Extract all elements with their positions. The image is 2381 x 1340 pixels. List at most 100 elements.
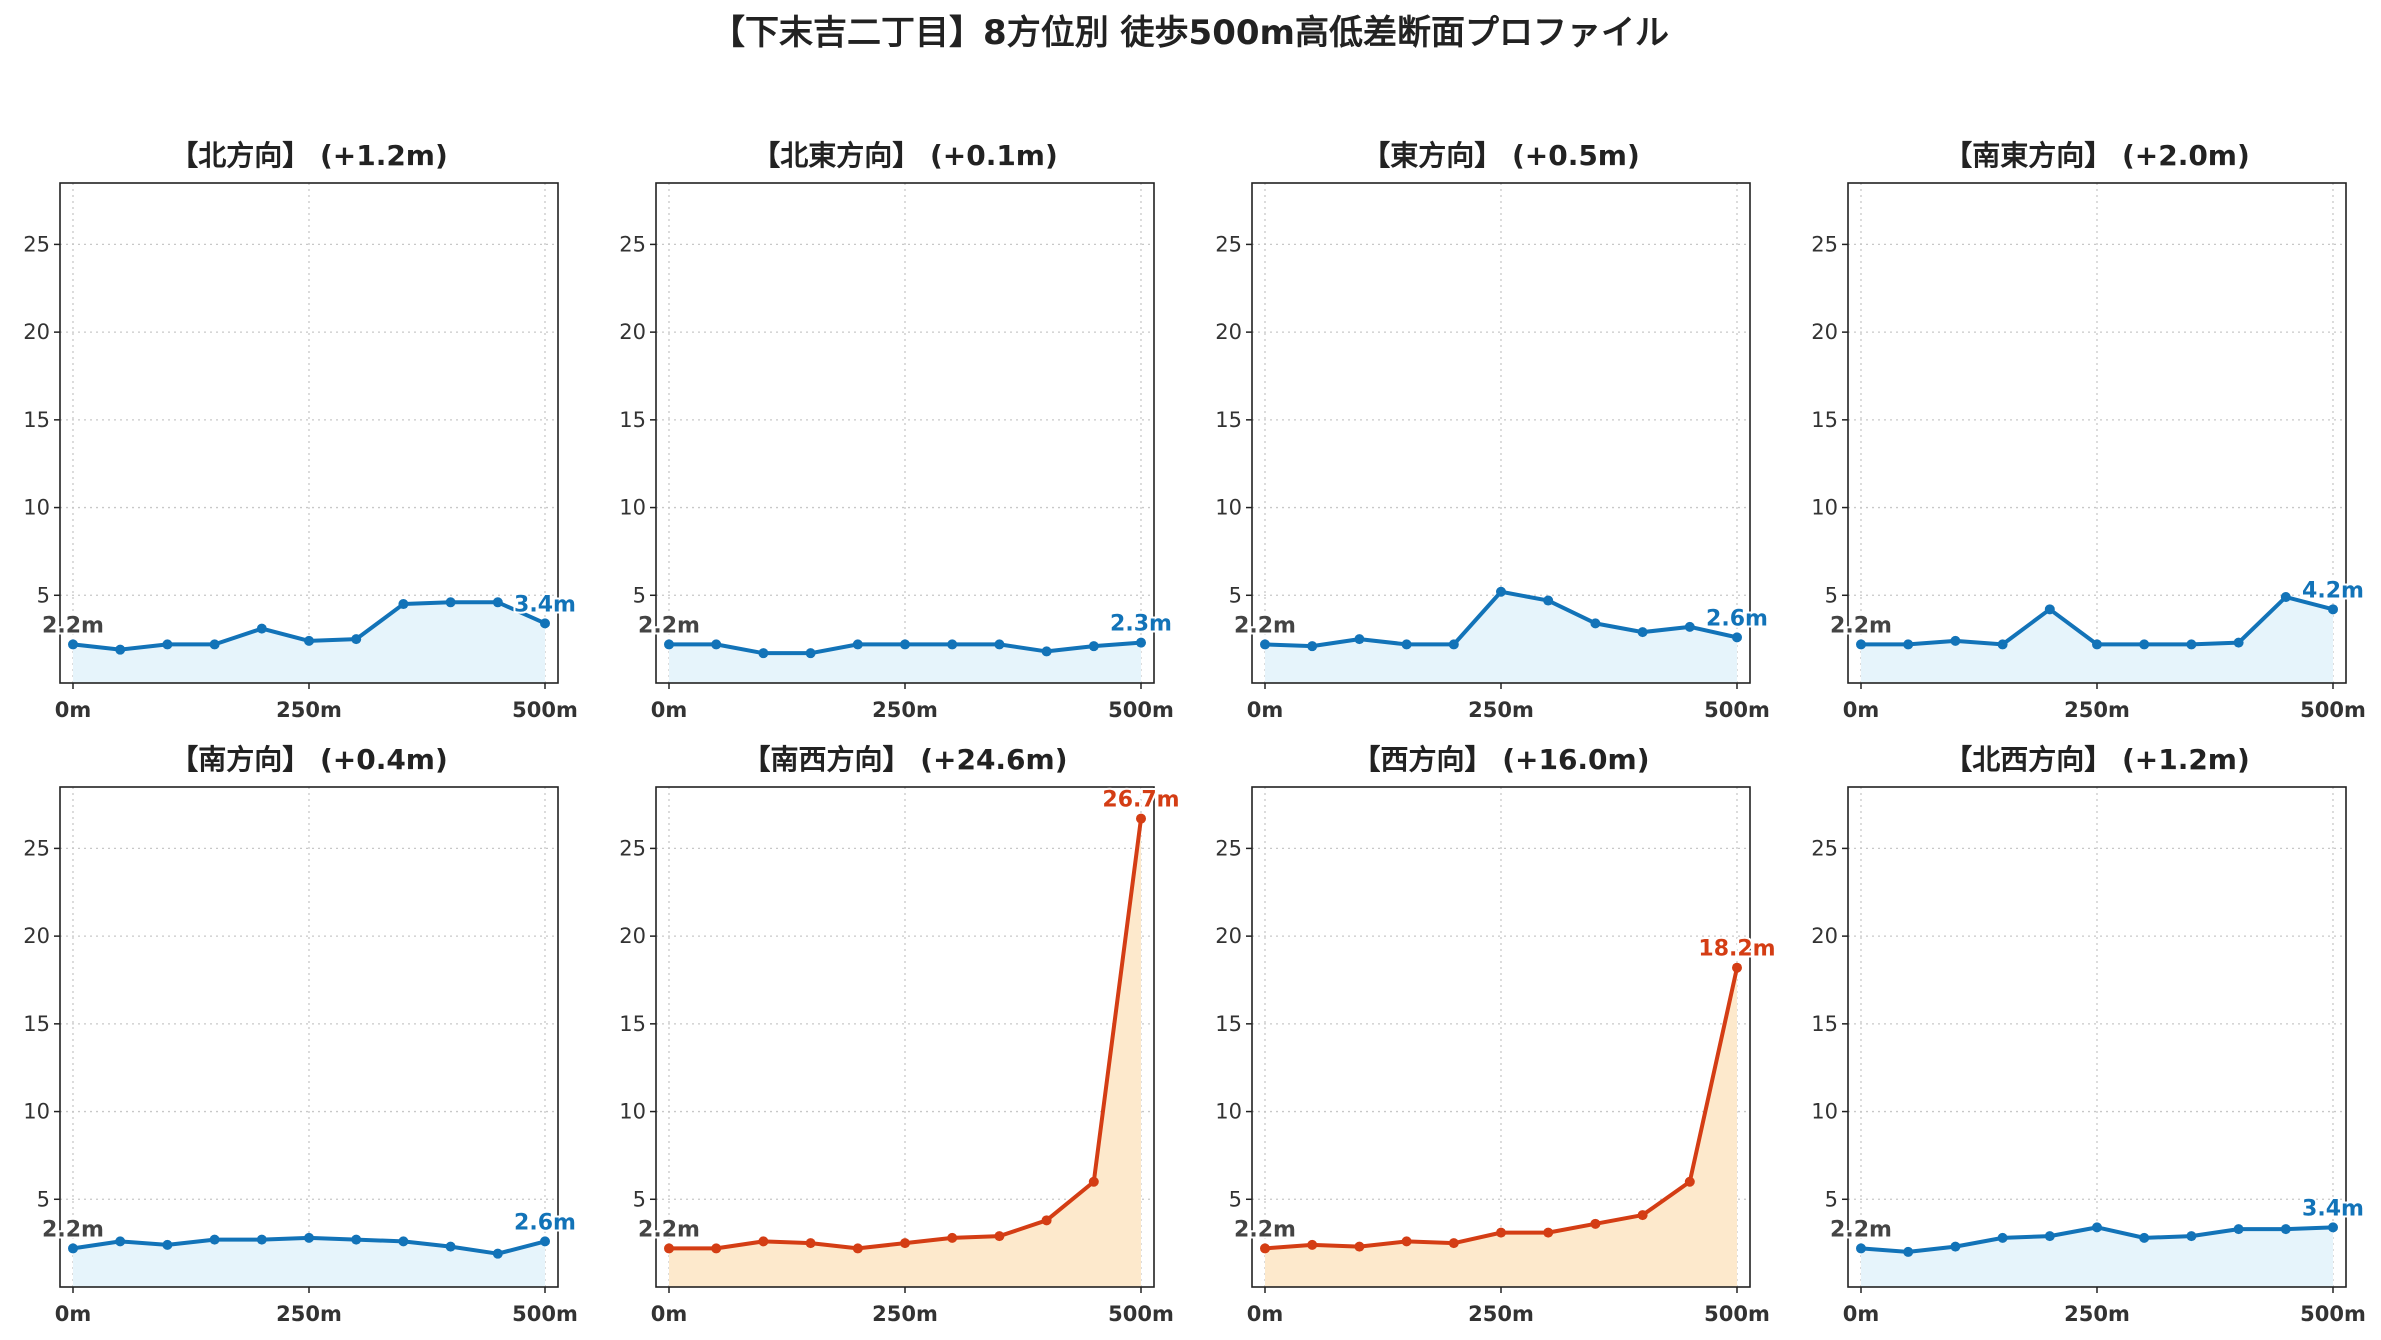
end-elevation-label: 3.4m [514, 592, 576, 617]
profile-point [162, 639, 173, 650]
y-tick-label: 25 [23, 836, 50, 860]
profile-area [669, 818, 1141, 1287]
profile-point [1041, 646, 1052, 657]
y-tick-label: 20 [23, 320, 50, 344]
profile-area [1265, 967, 1737, 1287]
profile-point [1041, 1215, 1052, 1226]
profile-point [540, 1236, 550, 1247]
profile-point [68, 1243, 78, 1254]
profile-point [2280, 592, 2291, 603]
profile-point [2092, 1222, 2102, 1233]
profile-point [1354, 634, 1365, 645]
end-elevation-label: 3.4m [2302, 1196, 2364, 1221]
profile-point [1903, 1246, 1914, 1257]
profile-point [994, 1231, 1005, 1242]
profile-point [209, 639, 220, 650]
y-tick-label: 5 [1229, 583, 1242, 607]
panel-title: 【北東方向】 (+0.1m) [752, 139, 1058, 172]
profile-point [947, 639, 958, 650]
profile-point [1136, 637, 1146, 648]
panel-title: 【南方向】 (+0.4m) [170, 743, 448, 776]
y-tick-label: 10 [619, 1100, 646, 1124]
profile-point [2328, 604, 2338, 615]
profile-point [256, 1234, 267, 1245]
x-tick-label: 0m [651, 698, 688, 722]
y-tick-label: 5 [1825, 1187, 1838, 1211]
profile-point [492, 1248, 503, 1259]
profile-point [852, 639, 863, 650]
x-tick-label: 500m [2300, 698, 2366, 722]
y-tick-label: 25 [619, 232, 646, 256]
profile-point [1543, 595, 1554, 606]
profile-point [1496, 586, 1506, 597]
profile-point [1401, 1236, 1412, 1247]
profile-point [304, 1232, 314, 1243]
start-elevation-label: 2.2m [638, 1217, 700, 1242]
profile-point [304, 635, 314, 646]
y-tick-label: 25 [23, 232, 50, 256]
panel-title: 【東方向】 (+0.5m) [1362, 139, 1640, 172]
profile-point [1997, 639, 2008, 650]
y-tick-label: 25 [1215, 232, 1242, 256]
y-tick-label: 15 [619, 408, 646, 432]
y-tick-label: 15 [1811, 408, 1838, 432]
profile-point [1950, 635, 1961, 646]
x-tick-label: 500m [512, 698, 578, 722]
figure-suptitle: 【下末吉二丁目】8方位別 徒歩500m高低差断面プロファイル [711, 13, 1669, 53]
profile-area [1265, 591, 1737, 683]
x-tick-label: 250m [1468, 1302, 1534, 1326]
profile-point [2139, 1232, 2150, 1243]
profile-point [398, 599, 409, 610]
profile-point [445, 597, 456, 608]
start-elevation-label: 2.2m [1830, 1217, 1892, 1242]
x-tick-label: 0m [1247, 1302, 1284, 1326]
panel-title: 【北方向】 (+1.2m) [170, 139, 448, 172]
profile-point [1732, 632, 1742, 643]
end-elevation-label: 2.6m [1706, 606, 1768, 631]
profile-point [2092, 639, 2102, 650]
x-tick-label: 250m [2064, 1302, 2130, 1326]
profile-point [664, 1243, 674, 1254]
profile-point [1684, 1176, 1695, 1187]
profile-point [540, 618, 550, 629]
profile-point [209, 1234, 220, 1245]
profile-point [664, 639, 674, 650]
profile-point [758, 648, 769, 659]
y-tick-label: 15 [1215, 1012, 1242, 1036]
y-tick-label: 10 [619, 496, 646, 520]
start-elevation-label: 2.2m [42, 1217, 104, 1242]
profile-point [711, 1243, 722, 1254]
profile-point [1401, 639, 1412, 650]
profile-point [1590, 618, 1601, 629]
y-tick-label: 10 [1811, 496, 1838, 520]
panel-title: 【北西方向】 (+1.2m) [1944, 743, 2250, 776]
y-tick-label: 25 [1215, 836, 1242, 860]
profile-point [1260, 639, 1270, 650]
y-tick-label: 5 [37, 1187, 50, 1211]
profile-point [805, 1238, 816, 1249]
y-tick-label: 10 [1215, 1100, 1242, 1124]
y-tick-label: 15 [1215, 408, 1242, 432]
y-tick-label: 5 [633, 1187, 646, 1211]
y-tick-label: 10 [23, 496, 50, 520]
panel-title: 【南東方向】 (+2.0m) [1944, 139, 2250, 172]
profile-point [68, 639, 78, 650]
profile-point [758, 1236, 769, 1247]
x-tick-label: 500m [1704, 698, 1770, 722]
x-tick-label: 500m [2300, 1302, 2366, 1326]
profile-point [445, 1241, 456, 1252]
profile-point [1136, 813, 1146, 824]
profile-point [994, 639, 1005, 650]
start-elevation-label: 2.2m [1234, 613, 1296, 638]
profile-point [351, 1234, 362, 1245]
start-elevation-label: 2.2m [1234, 1217, 1296, 1242]
profile-point [1448, 639, 1459, 650]
profile-point [1590, 1218, 1601, 1229]
profile-point [805, 648, 816, 659]
profile-area [1861, 597, 2333, 683]
profile-point [711, 639, 722, 650]
profile-point [900, 1238, 910, 1249]
